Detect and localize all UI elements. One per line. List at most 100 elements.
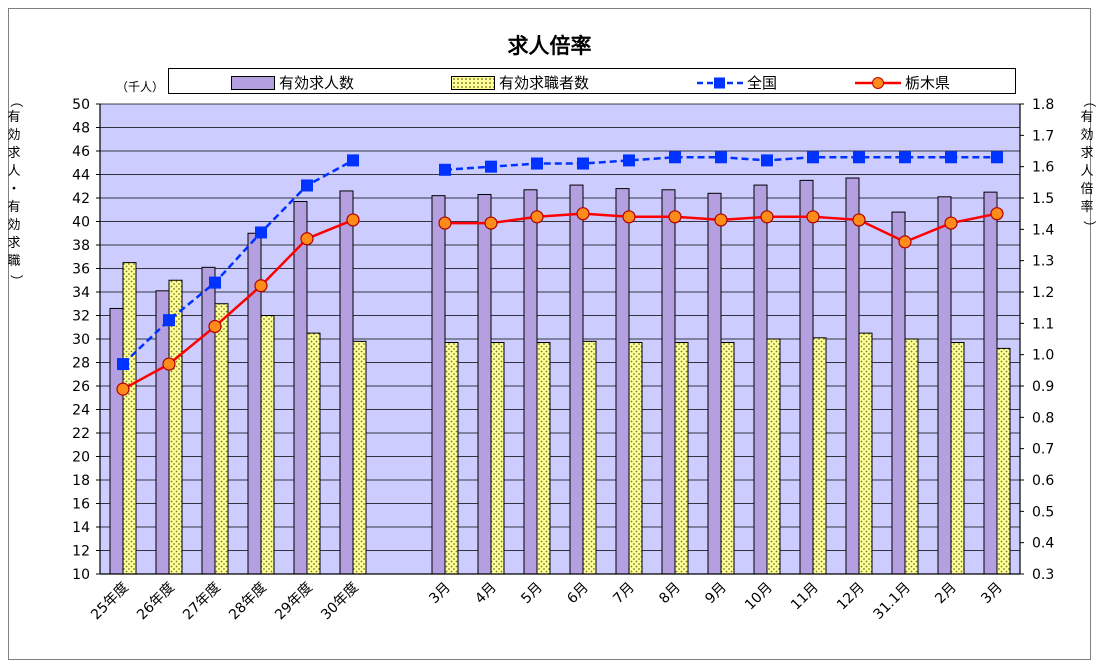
right-tick-label: 0.5 <box>1032 504 1054 520</box>
left-tick-label: 40 <box>72 215 90 231</box>
bar-openings <box>569 184 584 575</box>
bar-openings <box>523 189 538 575</box>
legend-label-seekers: 有効求職者数 <box>499 74 590 92</box>
left-tick-label: 32 <box>72 309 90 325</box>
x-tick-label: 9月 <box>702 580 730 608</box>
bar-seekers <box>674 342 689 575</box>
right-tick-label: 0.7 <box>1032 442 1054 458</box>
bar-openings <box>339 190 354 575</box>
bar-openings <box>661 189 676 575</box>
right-tick-label: 1.6 <box>1032 160 1054 176</box>
left-tick-label: 44 <box>72 168 90 184</box>
bar-seekers <box>766 338 781 575</box>
legend-item-seekers: 有効求職者数 <box>451 72 589 93</box>
point-tochigi <box>760 210 774 224</box>
bar-seekers <box>950 342 965 575</box>
point-tochigi <box>714 213 728 227</box>
bar-seekers <box>490 342 505 575</box>
bar-openings <box>615 188 630 575</box>
bar-openings <box>937 196 952 575</box>
point-tochigi <box>622 210 636 224</box>
right-axis-label: （有効求人倍率） <box>1080 94 1096 234</box>
bar-seekers <box>260 315 275 575</box>
bar-seekers <box>812 337 827 575</box>
left-tick-label: 30 <box>72 332 90 348</box>
point-tochigi <box>576 207 590 221</box>
chart-title: 求人倍率 <box>507 34 592 58</box>
series-line-tochigi <box>122 218 354 391</box>
x-tick-label: 8月 <box>656 580 684 608</box>
bar-openings <box>155 290 170 575</box>
x-tick-label: 7月 <box>610 580 638 608</box>
bar-seekers <box>858 332 873 575</box>
left-tick-label: 16 <box>72 497 90 513</box>
left-tick-label: 12 <box>72 544 90 560</box>
legend-swatch-tochigi <box>855 76 901 89</box>
right-tick-label: 0.6 <box>1032 473 1054 489</box>
left-tick-label: 46 <box>72 144 90 160</box>
right-tick-label: 0.9 <box>1032 379 1054 395</box>
point-tochigi <box>162 357 176 371</box>
bar-openings <box>983 191 998 575</box>
right-tick-label: 0.8 <box>1032 410 1054 426</box>
point-national <box>485 160 497 173</box>
right-tick-label: 0.3 <box>1032 567 1054 583</box>
legend-swatch-national <box>697 77 743 88</box>
point-tochigi <box>852 213 866 227</box>
point-national <box>991 151 1003 164</box>
left-axis-unit: （千人） <box>116 80 165 94</box>
bar-seekers <box>444 342 459 575</box>
legend: 有効求人数 有効求職者数 全国 栃木県 <box>168 68 1016 94</box>
point-national <box>531 157 543 170</box>
right-tick-label: 1.1 <box>1032 316 1054 332</box>
bar-seekers <box>904 338 919 575</box>
x-tick-label: 3月 <box>426 580 454 608</box>
left-axis-label: （有効求人・有効求職） <box>7 94 23 288</box>
bar-openings <box>891 211 906 575</box>
bar-openings <box>707 192 722 575</box>
legend-item-openings: 有効求人数 <box>231 72 354 93</box>
right-tick-label: 1.4 <box>1032 222 1054 238</box>
x-tick-label: 27年度 <box>180 580 224 624</box>
left-tick-label: 48 <box>72 121 90 137</box>
left-tick-label: 28 <box>72 356 90 372</box>
point-tochigi <box>116 382 130 396</box>
right-tick-label: 1.5 <box>1032 191 1054 207</box>
right-tick-label: 1.7 <box>1032 128 1054 144</box>
right-tick-label: 1.8 <box>1032 97 1054 113</box>
bar-openings <box>799 179 814 575</box>
point-tochigi <box>944 216 958 230</box>
x-tick-label: 5月 <box>518 580 546 608</box>
left-tick-label: 20 <box>72 450 90 466</box>
point-tochigi <box>990 207 1004 221</box>
left-tick-label: 26 <box>72 379 90 395</box>
point-national <box>255 226 267 239</box>
point-national <box>577 157 589 170</box>
bar-seekers <box>536 342 551 575</box>
left-tick-label: 42 <box>72 191 90 207</box>
left-tick-label: 50 <box>72 97 90 113</box>
bar-seekers <box>306 332 321 575</box>
x-tick-label: 26年度 <box>134 580 178 624</box>
bar-seekers <box>720 342 735 575</box>
bar-openings <box>431 195 446 575</box>
point-tochigi <box>300 232 314 246</box>
point-tochigi <box>806 210 820 224</box>
left-tick-label: 22 <box>72 426 90 442</box>
point-national <box>945 151 957 164</box>
bar-seekers <box>214 303 229 575</box>
point-national <box>623 154 635 167</box>
left-tick-label: 14 <box>72 520 90 536</box>
point-tochigi <box>254 279 268 293</box>
point-tochigi <box>438 216 452 230</box>
x-tick-label: 31.1月 <box>871 580 914 623</box>
x-tick-label: 2月 <box>932 580 960 608</box>
bar-openings <box>109 307 124 575</box>
x-tick-label: 11月 <box>788 580 822 614</box>
right-tick-label: 0.4 <box>1032 536 1054 552</box>
legend-item-national: 全国 <box>697 72 777 93</box>
point-national <box>439 163 451 176</box>
right-tick-label: 1.2 <box>1032 285 1054 301</box>
point-national <box>209 276 221 289</box>
